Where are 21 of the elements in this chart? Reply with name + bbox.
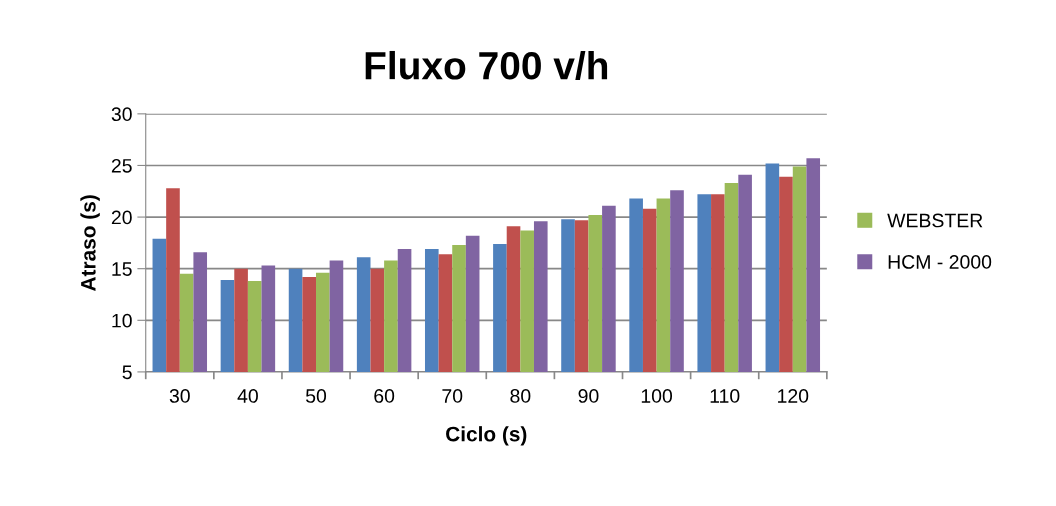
x-tick-label: 60 (374, 389, 395, 403)
chart-title: Fluxo 700 v/h (365, 50, 608, 80)
y-tick-label: 10 (112, 313, 132, 328)
x-axis-title: Ciclo (s) (446, 426, 527, 446)
y-tick-label: 5 (122, 365, 132, 380)
legend-label: WEBSTER (887, 213, 983, 228)
x-tick-label: 80 (510, 389, 531, 403)
x-tick-label: 120 (778, 389, 809, 403)
x-tick-label: 100 (641, 389, 673, 403)
y-tick-label: 25 (111, 158, 132, 173)
x-tick-label: 70 (442, 389, 463, 403)
x-tick-label: 90 (578, 389, 599, 403)
y-tick-label: 20 (111, 210, 132, 225)
x-tick-label: 50 (305, 389, 327, 403)
legend-label: HCM - 2000 (888, 255, 992, 269)
y-tick-label: 15 (112, 262, 132, 276)
x-tick-label: 40 (237, 389, 258, 403)
x-tick-label: 30 (169, 389, 190, 403)
y-axis-title: Atraso (s) (80, 195, 100, 291)
x-tick-label: 110 (710, 389, 740, 403)
y-tick-label: 30 (111, 107, 132, 122)
